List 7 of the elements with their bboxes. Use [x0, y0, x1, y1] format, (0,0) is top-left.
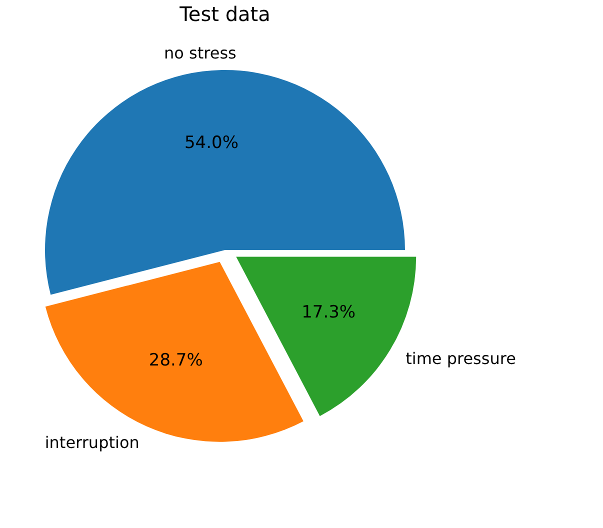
slice-label: interruption — [44, 432, 140, 452]
chart-title: Test data — [178, 2, 270, 26]
data-label: 28.7% — [148, 350, 203, 371]
data-label: 17.3% — [302, 302, 356, 323]
slice-label: time pressure — [406, 349, 516, 368]
slice-label: no stress — [164, 44, 236, 63]
data-label: 54.0% — [184, 132, 238, 153]
